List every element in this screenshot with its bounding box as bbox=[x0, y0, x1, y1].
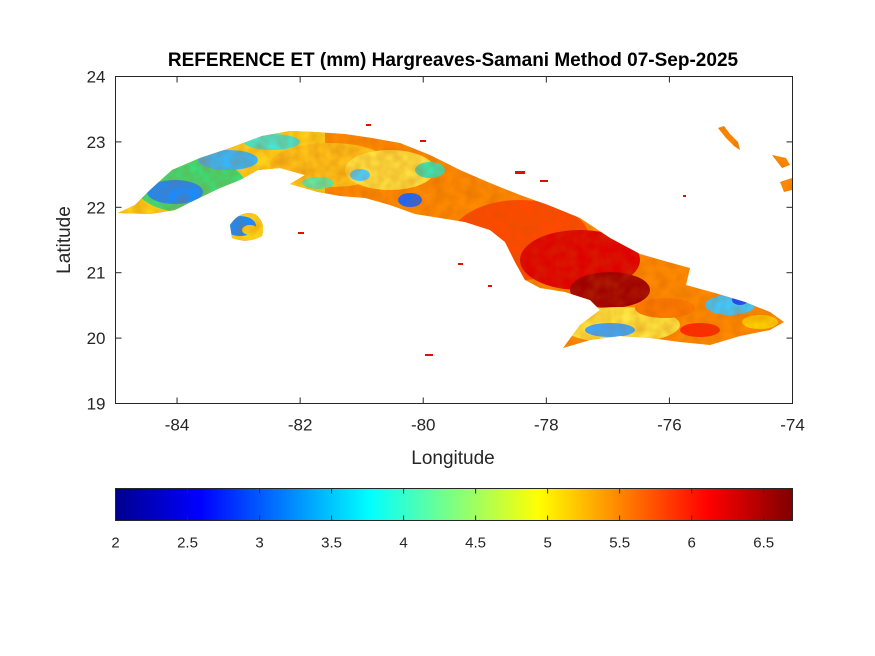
colorbar-tick-label: 5.5 bbox=[609, 535, 630, 552]
colorbar bbox=[115, 488, 793, 521]
colorbar-tick-label: 5 bbox=[543, 535, 551, 552]
colorbar-tick-label: 3.5 bbox=[321, 535, 342, 552]
y-tick-label: 20 bbox=[87, 329, 106, 348]
colorbar-ticks: 2 2.5 3 3.5 4 4.5 5 5.5 6 6.5 bbox=[111, 488, 774, 552]
small-cays bbox=[298, 124, 686, 356]
x-tick-label: -80 bbox=[411, 416, 436, 435]
colorbar-tick-label: 4.5 bbox=[465, 535, 486, 552]
colorbar-tick-label: 3 bbox=[255, 535, 263, 552]
colorbar-tick-label: 2 bbox=[111, 535, 119, 552]
y-axis-ticks: 19 20 21 22 23 24 bbox=[87, 68, 793, 414]
map-axes bbox=[115, 76, 793, 404]
y-tick-label: 22 bbox=[87, 198, 106, 217]
y-tick-label: 23 bbox=[87, 133, 106, 152]
x-tick-label: -84 bbox=[165, 416, 190, 435]
x-axis-label: Longitude bbox=[411, 448, 494, 469]
x-tick-label: -76 bbox=[657, 416, 682, 435]
x-tick-label: -74 bbox=[780, 416, 805, 435]
colorbar-tick-label: 6.5 bbox=[753, 535, 774, 552]
plot-title: REFERENCE ET (mm) Hargreaves-Samani Meth… bbox=[168, 50, 739, 71]
x-tick-label: -78 bbox=[534, 416, 559, 435]
y-tick-label: 21 bbox=[87, 264, 106, 283]
y-tick-label: 19 bbox=[87, 395, 106, 414]
colorbar-tick-label: 4 bbox=[399, 535, 407, 552]
colorbar-tick-label: 2.5 bbox=[177, 535, 198, 552]
x-tick-label: -82 bbox=[288, 416, 313, 435]
x-axis-ticks: -84 -82 -80 -78 -76 -74 bbox=[165, 76, 805, 435]
colorbar-tick-label: 6 bbox=[687, 535, 695, 552]
y-axis-label: Latitude bbox=[54, 206, 75, 274]
y-tick-label: 24 bbox=[87, 68, 106, 87]
